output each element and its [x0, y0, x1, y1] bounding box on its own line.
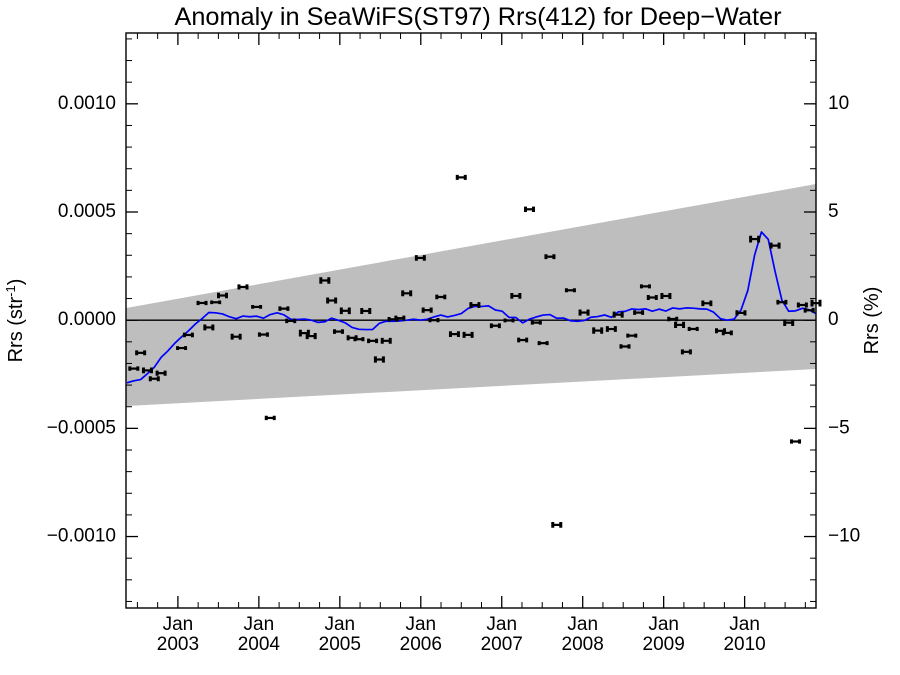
- svg-text:Anomaly in SeaWiFS(ST97) Rrs(4: Anomaly in SeaWiFS(ST97) Rrs(412) for De…: [174, 3, 781, 31]
- svg-text:−5: −5: [828, 417, 850, 438]
- svg-text:5: 5: [828, 201, 839, 222]
- svg-text:0: 0: [828, 309, 839, 330]
- svg-text:−0.0010: −0.0010: [47, 526, 116, 547]
- svg-text:Jan: Jan: [244, 614, 275, 635]
- svg-text:2005: 2005: [319, 634, 361, 655]
- svg-text:Rrs (%): Rrs (%): [861, 287, 883, 355]
- svg-text:2010: 2010: [723, 634, 765, 655]
- svg-text:−0.0005: −0.0005: [47, 417, 116, 438]
- svg-text:Jan: Jan: [729, 614, 760, 635]
- svg-text:Jan: Jan: [405, 614, 436, 635]
- svg-text:Jan: Jan: [324, 614, 355, 635]
- svg-text:0.0005: 0.0005: [58, 201, 116, 222]
- svg-text:Jan: Jan: [486, 614, 517, 635]
- svg-text:Jan: Jan: [163, 614, 194, 635]
- svg-text:2007: 2007: [481, 634, 523, 655]
- svg-text:2008: 2008: [562, 634, 604, 655]
- svg-text:0.0010: 0.0010: [58, 93, 116, 114]
- svg-text:0.0000: 0.0000: [58, 309, 116, 330]
- svg-text:2009: 2009: [643, 634, 685, 655]
- svg-text:Jan: Jan: [648, 614, 679, 635]
- svg-text:10: 10: [828, 93, 849, 114]
- svg-text:Jan: Jan: [567, 614, 598, 635]
- svg-text:2006: 2006: [400, 634, 442, 655]
- svg-text:2004: 2004: [238, 634, 281, 655]
- svg-text:−10: −10: [828, 526, 860, 547]
- svg-text:2003: 2003: [157, 634, 199, 655]
